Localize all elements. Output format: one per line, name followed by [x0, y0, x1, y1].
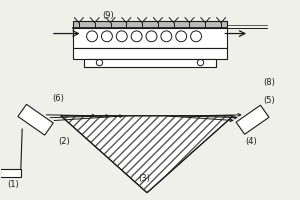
Text: (9): (9) [103, 11, 114, 20]
Polygon shape [18, 104, 53, 135]
Text: (3): (3) [138, 174, 150, 183]
Text: (8): (8) [263, 78, 275, 87]
Bar [0, 169, 21, 177]
Text: (4): (4) [245, 137, 257, 146]
Text: (2): (2) [58, 137, 70, 146]
Text: (5): (5) [263, 96, 275, 104]
Bar [73, 48, 227, 59]
Polygon shape [236, 105, 269, 134]
Bar [83, 59, 217, 67]
Bar [73, 28, 227, 48]
Polygon shape [61, 116, 233, 193]
Bar [73, 21, 227, 28]
Text: (6): (6) [52, 94, 64, 103]
Text: (1): (1) [8, 180, 19, 189]
